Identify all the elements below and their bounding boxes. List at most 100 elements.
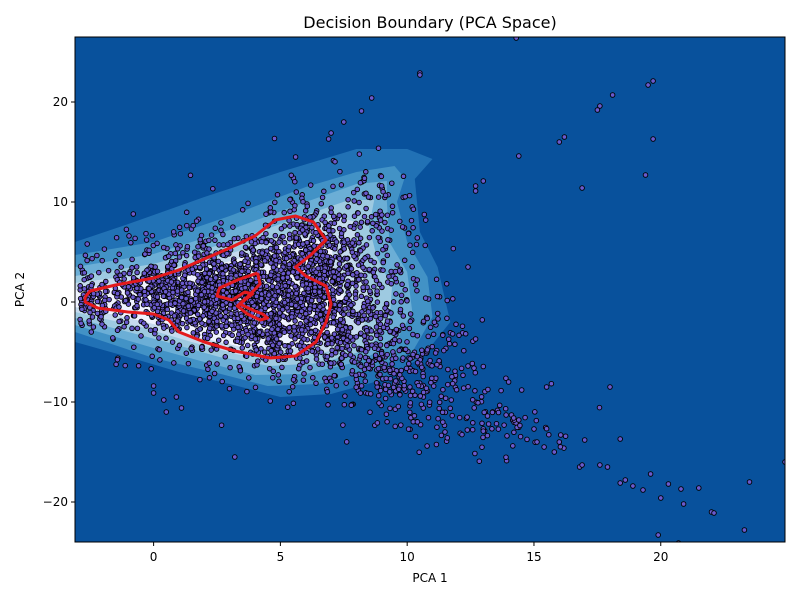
data-point <box>286 243 292 250</box>
data-point <box>298 308 305 314</box>
data-point <box>282 283 288 289</box>
data-point <box>449 412 455 419</box>
data-point <box>353 334 360 340</box>
data-point <box>371 259 377 266</box>
data-point <box>443 281 450 287</box>
data-point <box>197 236 203 243</box>
data-point <box>344 237 351 243</box>
data-point <box>348 266 355 272</box>
data-point <box>262 305 268 312</box>
data-point <box>330 213 337 220</box>
data-point <box>286 324 293 331</box>
data-point <box>380 259 386 266</box>
data-point <box>244 342 251 349</box>
data-point <box>205 366 211 373</box>
data-point <box>284 404 291 410</box>
data-point <box>711 510 717 516</box>
data-point <box>398 422 404 428</box>
data-point <box>422 217 429 223</box>
data-point <box>195 253 202 259</box>
data-point <box>212 225 219 231</box>
data-point <box>285 270 292 276</box>
data-point <box>309 224 315 231</box>
data-point <box>246 375 252 381</box>
data-point <box>299 250 305 257</box>
data-point <box>323 378 330 385</box>
data-point <box>452 341 458 348</box>
data-point <box>361 213 368 220</box>
data-point <box>344 255 350 262</box>
data-point <box>311 288 318 295</box>
data-point <box>255 358 261 364</box>
data-point <box>311 303 318 309</box>
data-point <box>432 350 439 356</box>
data-point <box>187 317 193 324</box>
data-point <box>390 299 397 305</box>
data-point <box>325 402 331 408</box>
data-point <box>378 173 385 180</box>
data-point <box>407 400 414 406</box>
data-point <box>377 342 384 348</box>
data-point <box>110 335 116 341</box>
data-point <box>223 339 229 346</box>
data-point <box>338 182 345 188</box>
data-point <box>349 280 356 287</box>
data-point <box>239 345 246 351</box>
data-point <box>408 217 415 224</box>
data-point <box>99 321 105 327</box>
data-point <box>337 287 343 293</box>
data-point <box>345 270 351 277</box>
data-point <box>310 238 317 244</box>
chart-title: Decision Boundary (PCA Space) <box>303 13 556 32</box>
data-point <box>604 464 611 470</box>
data-point <box>658 495 664 501</box>
data-point <box>377 387 384 394</box>
data-point <box>410 331 416 338</box>
data-point <box>409 388 416 395</box>
data-point <box>387 367 393 374</box>
data-point <box>349 368 356 374</box>
data-point <box>357 248 364 254</box>
data-point <box>363 242 370 248</box>
data-point <box>79 306 85 313</box>
data-point <box>597 462 603 468</box>
data-point <box>337 316 344 323</box>
data-point <box>594 107 601 113</box>
data-point <box>347 334 354 340</box>
data-point <box>272 232 279 239</box>
data-point <box>503 454 509 460</box>
data-point <box>154 268 161 275</box>
data-point <box>332 158 338 165</box>
data-point <box>480 178 487 184</box>
data-point <box>397 372 403 378</box>
data-point <box>268 260 274 266</box>
data-point <box>389 209 396 216</box>
data-point <box>292 283 298 290</box>
decision-boundary-inner <box>215 271 270 322</box>
data-point <box>456 332 462 339</box>
data-point <box>121 323 127 330</box>
data-point <box>388 310 394 316</box>
data-point <box>270 342 276 348</box>
data-point <box>435 316 441 322</box>
data-point <box>334 344 340 351</box>
data-point <box>143 230 149 237</box>
data-point <box>557 444 564 450</box>
data-point <box>381 364 387 371</box>
data-point <box>383 243 389 250</box>
data-point <box>741 527 748 533</box>
data-point <box>271 253 278 259</box>
data-point <box>307 182 314 188</box>
data-point <box>377 217 384 223</box>
data-point <box>141 320 147 326</box>
data-point <box>330 314 336 320</box>
data-point <box>650 136 656 142</box>
data-point <box>186 284 193 291</box>
data-point <box>365 194 372 200</box>
data-point <box>345 204 351 210</box>
data-point <box>368 214 375 220</box>
data-point <box>414 332 421 339</box>
data-point <box>77 263 84 270</box>
data-point <box>239 250 245 256</box>
data-point <box>360 303 367 310</box>
